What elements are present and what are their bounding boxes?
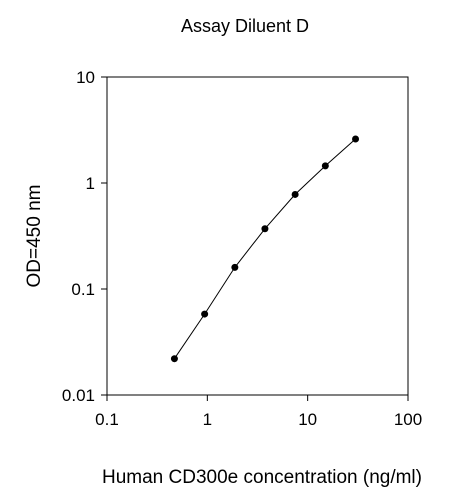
x-axis: 0.1 1 10 100 (95, 395, 422, 429)
data-point (261, 225, 269, 233)
data-point (321, 162, 329, 170)
x-tick-label: 10 (298, 410, 317, 429)
y-tick-label: 10 (76, 68, 95, 87)
data-point (201, 310, 209, 318)
chart-title: Assay Diluent D (181, 16, 309, 36)
y-tick-label: 0.01 (62, 386, 95, 405)
data-point (352, 135, 360, 143)
y-tick-label: 0.1 (71, 280, 95, 299)
x-tick-label: 1 (203, 410, 212, 429)
y-axis-label: OD=450 nm (24, 185, 45, 288)
x-tick-label: 0.1 (95, 410, 119, 429)
x-tick-label: 100 (394, 410, 422, 429)
data-point (170, 355, 178, 363)
plot-frame (106, 76, 409, 396)
data-point (291, 190, 299, 198)
data-point (231, 263, 239, 271)
y-tick-label: 1 (86, 174, 95, 193)
series-line (173, 138, 356, 359)
x-axis-label: Human CD300e concentration (ng/ml) (102, 467, 422, 488)
plot-area (170, 135, 360, 363)
y-axis: 0.01 0.1 1 10 (62, 68, 107, 405)
